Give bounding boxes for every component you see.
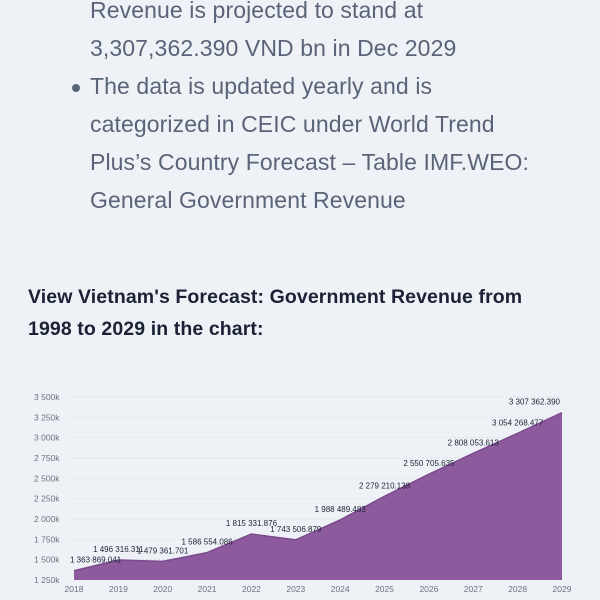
data-label: 1 363 869.041 [70,556,122,565]
data-label: 1 496 316.311 [93,545,144,554]
revenue-area-chart[interactable]: 1 250k 1 500k 1 750k 2 000k 2 250k 2 500k 2 75… [0,380,600,600]
x-tick-label: 2021 [198,584,217,594]
chart-heading: 1998 to 2029 in the chart: [28,318,264,340]
x-tick-label: 2022 [242,584,261,594]
data-label: 1 815 331.876 [226,519,278,528]
data-label: 1 479 361.701 [137,546,189,555]
data-label: 1 743 506.879 [270,525,322,534]
y-tick-label: 1 500k [34,555,60,565]
x-tick-label: 2027 [464,584,483,594]
summary-line: categorized in CEIC under World Trend [90,111,495,137]
y-tick-label: 2 250k [34,494,60,504]
y-tick-label: 3 000k [34,433,60,443]
data-label: 2 279 210.138 [359,481,411,490]
y-tick-label: 2 500k [34,473,60,483]
x-tick-label: 2020 [153,584,172,594]
x-tick-label: 2029 [553,584,572,594]
data-label: 3 307 362.390 [509,398,561,407]
x-tick-label: 2026 [419,584,438,594]
chart-heading: View Vietnam's Forecast: Government Reve… [28,286,523,308]
x-axis-ticks: 2018 2019 2020 2021 2022 2023 2024 2025 2026 2027… [65,584,572,594]
x-tick-label: 2024 [331,584,350,594]
y-tick-label: 3 500k [34,392,60,402]
x-tick-label: 2018 [65,584,84,594]
bullet-dot [72,84,80,92]
x-tick-label: 2025 [375,584,394,594]
y-tick-label: 2 000k [34,514,60,524]
y-tick-label: 1 750k [34,534,60,544]
summary-line: 3,307,362.390 VND bn in Dec 2029 [90,35,457,61]
summary-line: The data is updated yearly and is [90,73,433,99]
summary-line: General Government Revenue [90,187,406,213]
x-tick-label: 2028 [508,584,527,594]
revenue-line [73,411,563,572]
y-tick-label: 1 250k [34,575,60,585]
data-label: 1 988 489.483 [315,505,367,514]
x-tick-label: 2023 [286,584,305,594]
revenue-area [74,412,562,580]
y-tick-label: 3 250k [34,412,60,422]
data-label: 1 586 554.086 [182,538,234,547]
summary-line: Plus’s Country Forecast – Table IMF.WEO: [90,149,530,175]
data-label: 3 054 268.477 [492,418,544,427]
data-label: 2 808 053.613 [448,438,500,447]
summary-line: Revenue is projected to stand at [90,0,424,23]
data-label: 2 550 705.635 [403,459,455,468]
y-tick-label: 2 750k [34,453,60,463]
y-axis-ticks: 1 250k 1 500k 1 750k 2 000k 2 250k 2 500k 2 75… [34,392,60,585]
x-tick-label: 2019 [109,584,128,594]
